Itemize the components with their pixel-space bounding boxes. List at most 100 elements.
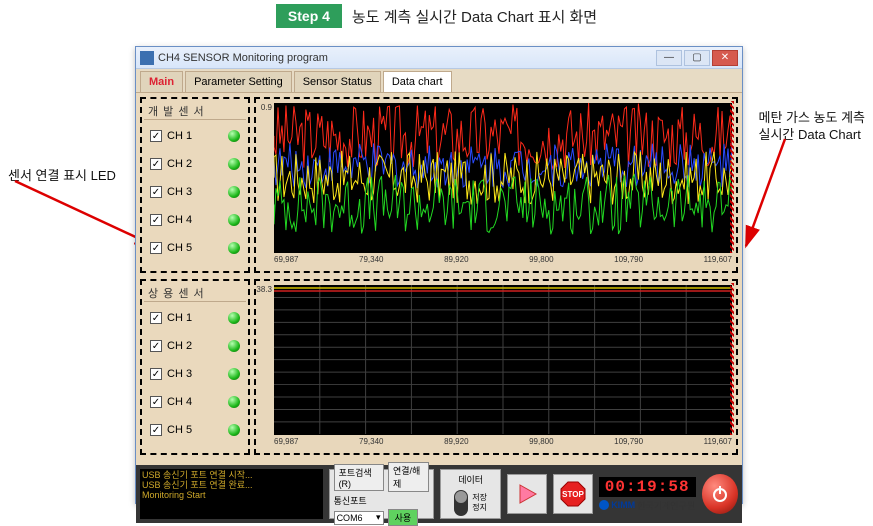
com-channel-checkbox[interactable]: ✓ (150, 340, 162, 352)
com-channel-checkbox[interactable]: ✓ (150, 312, 162, 324)
bottom-toolbar: USB 송신기 포트 연결 시작...USB 송신기 포트 연결 완료...Mo… (136, 465, 742, 523)
window-title: CH4 SENSOR Monitoring program (158, 52, 328, 64)
dev-channel-label: CH 3 (167, 186, 192, 198)
axis-tick: 109,790 (614, 255, 643, 269)
kimm-logo-icon (599, 500, 609, 510)
log-panel: USB 송신기 포트 연결 시작...USB 송신기 포트 연결 완료...Mo… (140, 469, 323, 519)
chart-top: 0.9 69,98779,34089,92099,800109,790119,6… (254, 97, 738, 273)
axis-tick: 99,800 (529, 437, 553, 451)
tab-main[interactable]: Main (140, 71, 183, 92)
com-channel-row: ✓ CH 1 (144, 304, 246, 332)
dev-channel-checkbox[interactable]: ✓ (150, 186, 162, 198)
port-control-panel: 포트검색(R) 연결/해제 통신포트 COM6▾ 사용 (329, 469, 435, 519)
log-line: Monitoring Start (142, 491, 321, 501)
dev-channel-label: CH 5 (167, 242, 192, 254)
led-icon (228, 312, 240, 324)
led-icon (228, 340, 240, 352)
annotation-right-line1: 메탄 가스 농도 계측 (758, 110, 865, 127)
tab-bar: MainParameter SettingSensor StatusData c… (136, 69, 742, 93)
axis-tick: 69,987 (274, 437, 298, 451)
com-channel-label: CH 3 (167, 368, 192, 380)
arrow-right (740, 134, 790, 254)
window-max-button[interactable]: ▢ (684, 50, 710, 66)
com-channel-checkbox[interactable]: ✓ (150, 424, 162, 436)
app-window: CH4 SENSOR Monitoring program — ▢ ✕ Main… (135, 46, 743, 504)
chevron-down-icon: ▾ (376, 512, 381, 523)
window-min-button[interactable]: — (656, 50, 682, 66)
tab-sensor-status[interactable]: Sensor Status (294, 71, 381, 92)
dev-channel-checkbox[interactable]: ✓ (150, 158, 162, 170)
led-icon (228, 130, 240, 142)
dev-channel-label: CH 2 (167, 158, 192, 170)
led-icon (228, 214, 240, 226)
connect-button[interactable]: 연결/해제 (388, 462, 430, 492)
axis-tick: 109,790 (614, 437, 643, 451)
com-channel-row: ✓ CH 2 (144, 332, 246, 360)
led-icon (228, 424, 240, 436)
dev-channel-row: ✓ CH 1 (144, 122, 246, 150)
led-icon (228, 186, 240, 198)
titlebar[interactable]: CH4 SENSOR Monitoring program — ▢ ✕ (136, 47, 742, 69)
dev-channel-row: ✓ CH 2 (144, 150, 246, 178)
com-channel-label: CH 2 (167, 340, 192, 352)
dev-channel-checkbox[interactable]: ✓ (150, 214, 162, 226)
com-sensor-panel: 상 용 센 서 ✓ CH 1 ✓ CH 2 ✓ CH 3 ✓ CH 4 ✓ CH 5 (140, 279, 250, 455)
axis-tick: 79,340 (359, 255, 383, 269)
dev-channel-row: ✓ CH 4 (144, 206, 246, 234)
dev-channel-label: CH 4 (167, 214, 192, 226)
power-icon (710, 484, 730, 504)
com-channel-row: ✓ CH 4 (144, 388, 246, 416)
data-chart-pane: 개 발 센 서 ✓CH 1✓CH 2✓CH 3✓CH 4✓CH 5 0.9 69… (136, 93, 742, 465)
com-channel-checkbox[interactable]: ✓ (150, 368, 162, 380)
com-channel-checkbox[interactable]: ✓ (150, 396, 162, 408)
chart-bottom: 38.3 69,987 79,340 89,920 99,800 109,790 119,… (254, 279, 738, 455)
axis-tick: 79,340 (359, 437, 383, 451)
window-close-button[interactable]: ✕ (712, 50, 738, 66)
dev-channel-checkbox[interactable]: ✓ (150, 130, 162, 142)
dev-channel-row: ✓ CH 5 (144, 234, 246, 262)
data-toggle-title: 데이터 (458, 473, 483, 486)
com-channel-label: CH 1 (167, 312, 192, 324)
data-toggle-switch[interactable] (454, 490, 468, 516)
axis-tick: 89,920 (444, 437, 468, 451)
step-badge: Step 4 (276, 4, 342, 28)
com-channel-label: CH 4 (167, 396, 192, 408)
play-button[interactable] (507, 474, 547, 514)
power-button[interactable] (702, 474, 738, 514)
led-icon (228, 158, 240, 170)
stop-button[interactable]: STOP (553, 474, 593, 514)
axis-tick: 119,607 (704, 437, 732, 451)
page-title: 농도 계측 실시간 Data Chart 표시 화면 (352, 6, 597, 27)
axis-tick: 119,607 (704, 255, 732, 269)
com-channel-row: ✓ CH 3 (144, 360, 246, 388)
toggle-opt-save: 저장 (472, 493, 487, 503)
axis-tick: 89,920 (444, 255, 468, 269)
dev-channel-label: CH 1 (167, 130, 192, 142)
app-icon (140, 51, 154, 65)
dev-channel-checkbox[interactable]: ✓ (150, 242, 162, 254)
tab-parameter-setting[interactable]: Parameter Setting (185, 71, 292, 92)
use-button[interactable]: 사용 (388, 509, 419, 526)
led-icon (228, 242, 240, 254)
svg-text:STOP: STOP (562, 490, 584, 499)
chart-scroll-hatch (730, 101, 734, 253)
axis-tick: 69,987 (274, 255, 298, 269)
led-icon (228, 368, 240, 380)
com-sensor-title: 상 용 센 서 (144, 285, 246, 302)
com-channel-label: CH 5 (167, 424, 192, 436)
clock-display: 00:19:58 (599, 477, 696, 497)
port-search-button[interactable]: 포트검색(R) (334, 464, 384, 491)
dev-channel-row: ✓ CH 3 (144, 178, 246, 206)
com-select[interactable]: COM6▾ (334, 511, 384, 525)
data-toggle-panel: 데이터 저장 정지 (440, 469, 500, 519)
com-channel-row: ✓ CH 5 (144, 416, 246, 444)
led-icon (228, 396, 240, 408)
dev-sensor-panel: 개 발 센 서 ✓CH 1✓CH 2✓CH 3✓CH 4✓CH 5 (140, 97, 250, 273)
chart-scroll-hatch (730, 283, 734, 435)
tab-data-chart[interactable]: Data chart (383, 71, 452, 92)
axis-tick: 99,800 (529, 255, 553, 269)
toggle-opt-stop: 정지 (472, 503, 487, 513)
axis-tick: 38.3 (256, 285, 272, 294)
play-icon (514, 481, 540, 507)
brand-label: KIMM 한국기계연구원 (599, 499, 695, 512)
